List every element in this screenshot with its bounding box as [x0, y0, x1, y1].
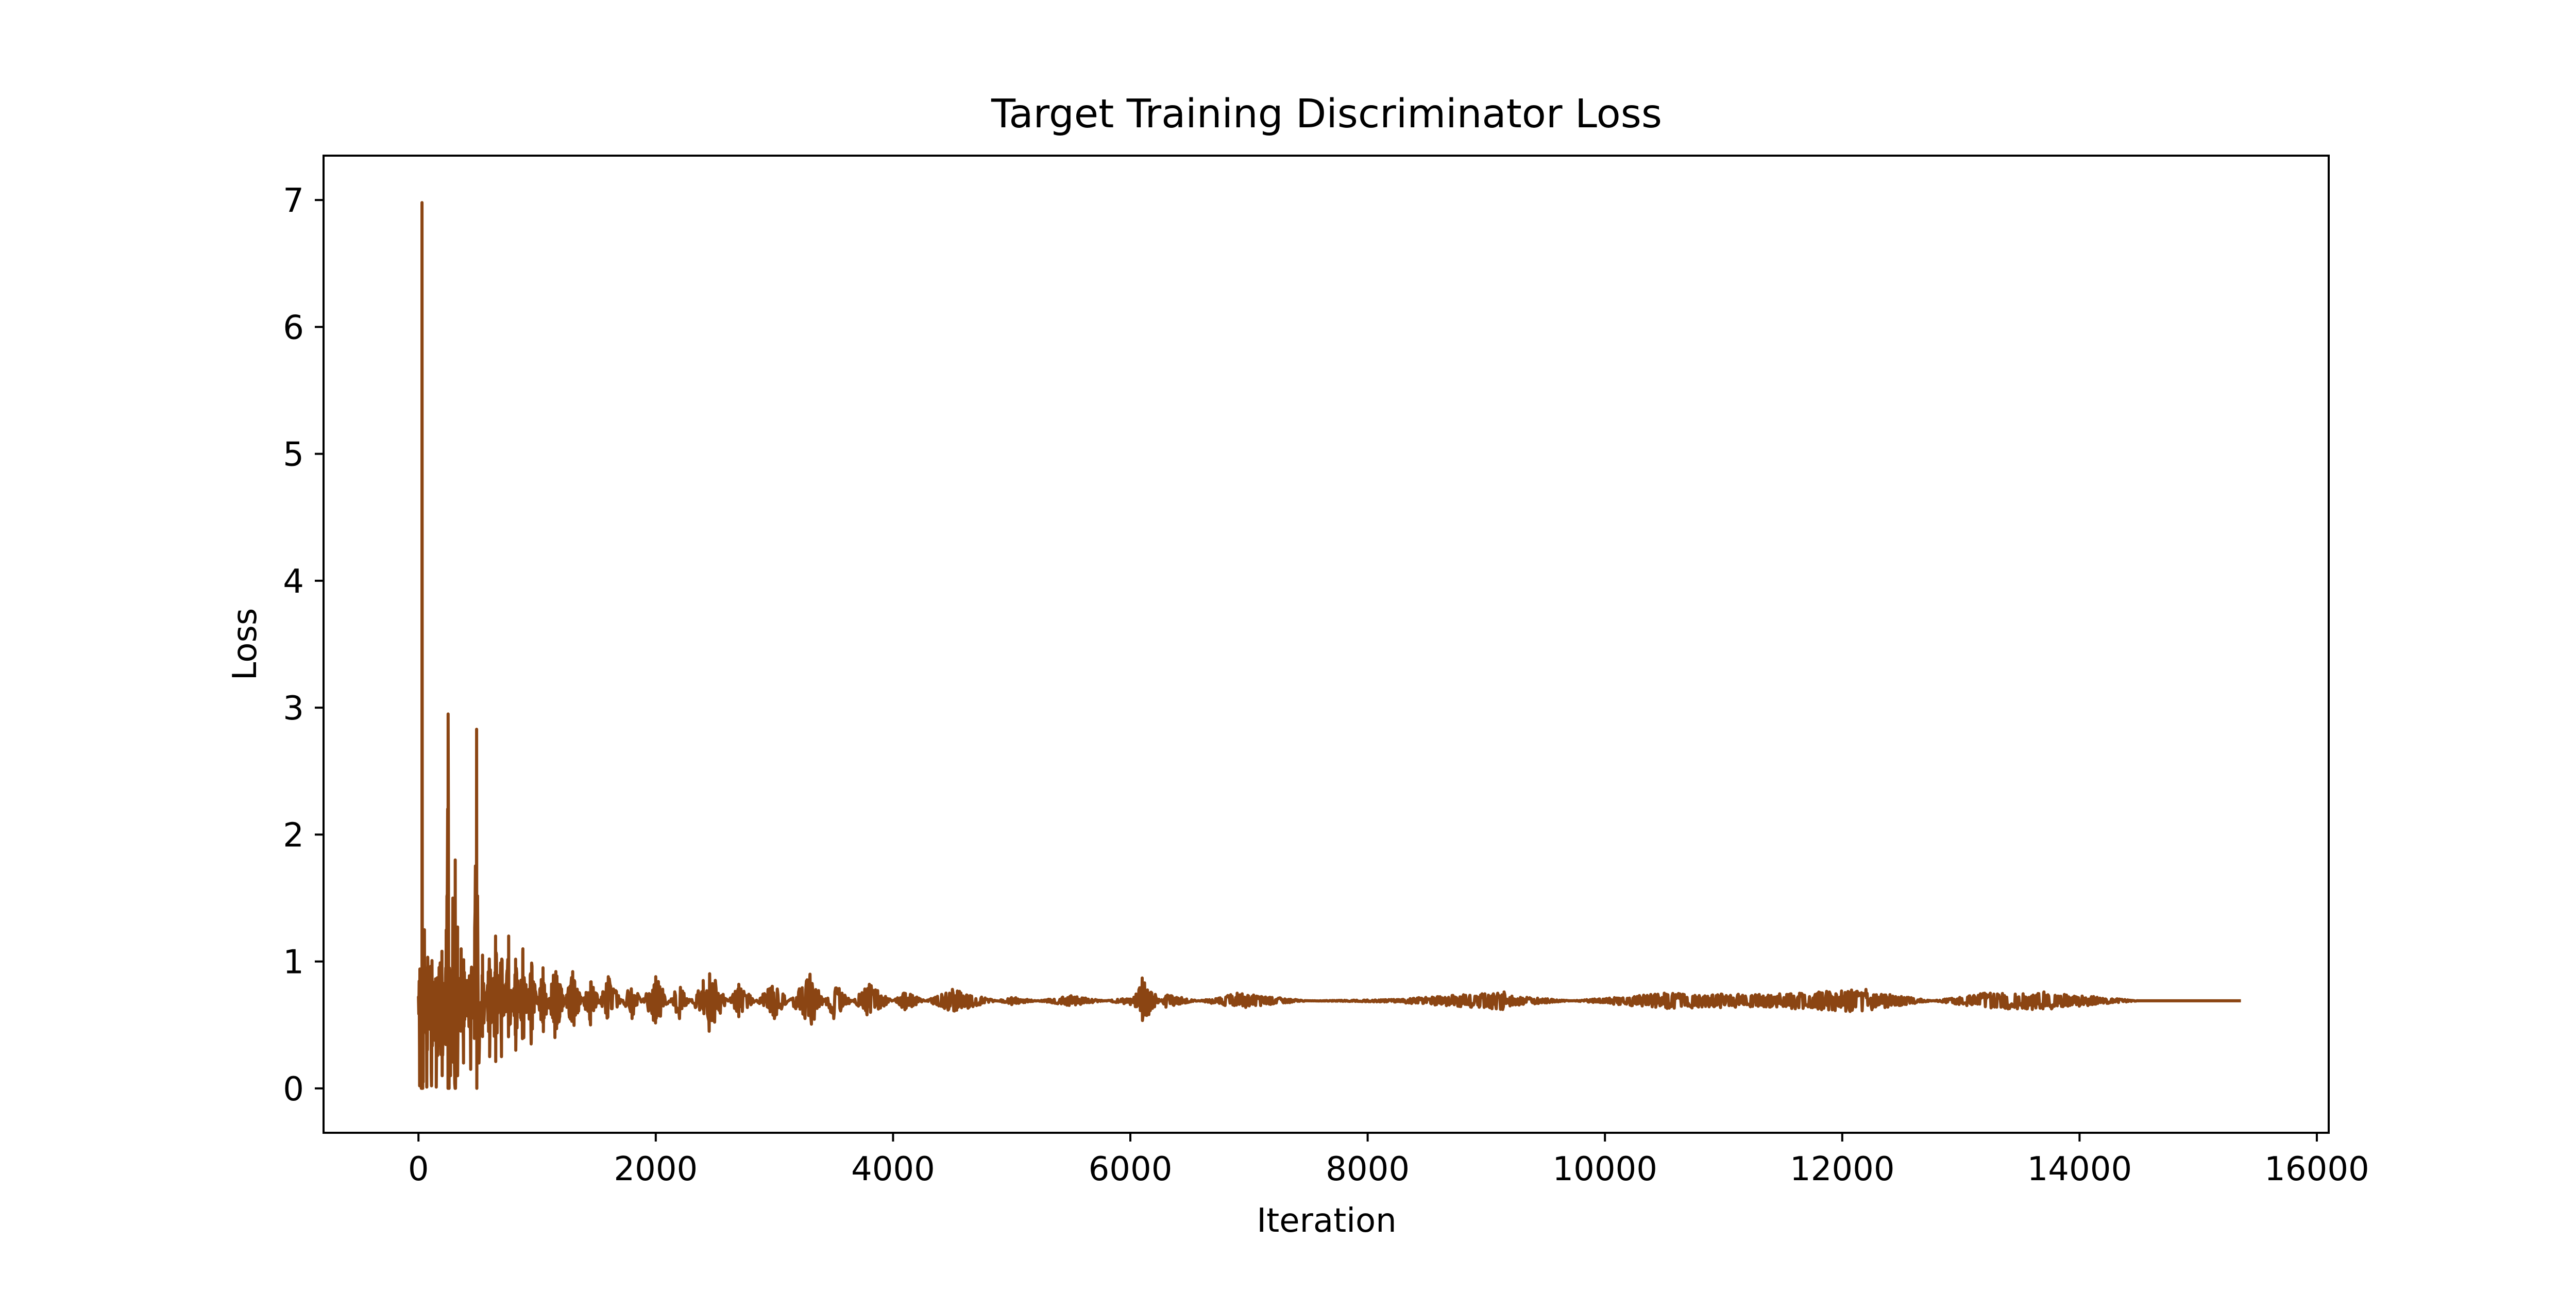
x-tick-label: 16000	[2264, 1150, 2369, 1188]
chart-title: Target Training Discriminator Loss	[991, 91, 1662, 137]
x-axis-ticks: 0 2000 4000 6000 8000 10000 12000 14000 16000	[408, 1133, 2369, 1188]
y-tick-label: 3	[283, 690, 304, 728]
x-tick-label: 12000	[1790, 1150, 1895, 1188]
y-tick-label: 1	[283, 944, 304, 982]
x-tick-label: 0	[408, 1150, 429, 1188]
x-tick-label: 4000	[851, 1150, 935, 1188]
y-axis-ticks: 0 1 2 3 4 5 6 7	[283, 182, 324, 1109]
y-tick-label: 6	[283, 309, 304, 347]
x-tick-label: 14000	[2027, 1150, 2132, 1188]
plot-area-frame	[323, 155, 2330, 1134]
y-tick-label: 4	[283, 563, 304, 601]
x-tick-label: 10000	[1552, 1150, 1657, 1188]
y-tick-label: 7	[283, 182, 304, 220]
y-axis-label: Loss	[226, 608, 264, 680]
y-tick-label: 2	[283, 816, 304, 854]
y-tick-label: 5	[283, 436, 304, 474]
x-tick-label: 2000	[614, 1150, 698, 1188]
series-layer	[417, 201, 2242, 1090]
x-axis-label: Iteration	[1257, 1202, 1396, 1240]
y-tick-label: 0	[283, 1070, 304, 1109]
x-tick-label: 6000	[1089, 1150, 1173, 1188]
loss-series-line	[417, 201, 2242, 1090]
x-tick-label: 8000	[1326, 1150, 1410, 1188]
